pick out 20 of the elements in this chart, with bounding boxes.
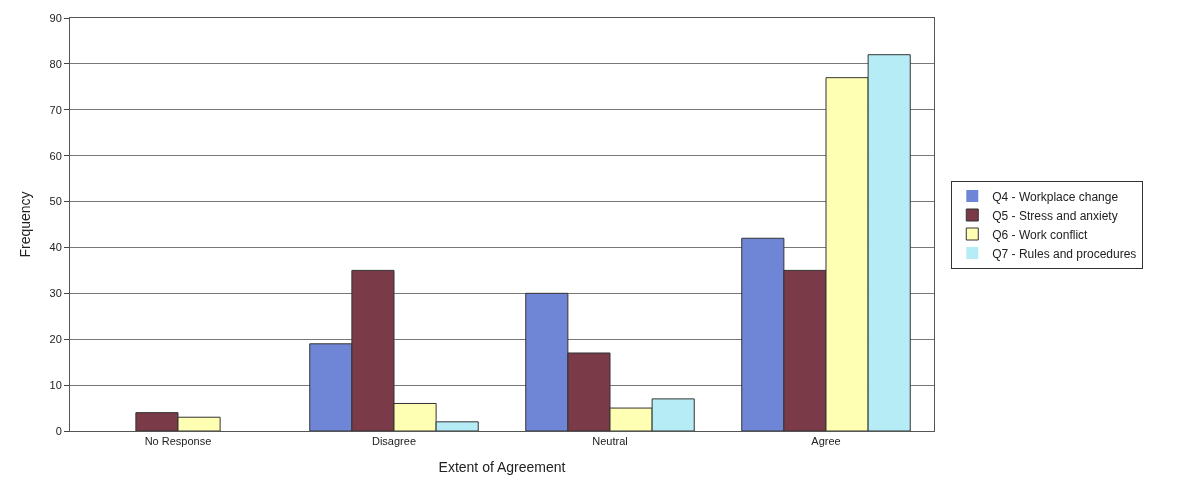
- x-tick-label: Disagree: [371, 435, 417, 448]
- legend-label: Q6 - Work conflict: [992, 227, 1089, 242]
- legend-label: Q7 - Rules and procedures: [992, 246, 1137, 261]
- x-tick-label: Neutral: [592, 435, 628, 448]
- y-tick-label: 0: [55, 424, 62, 437]
- y-tick-label: 20: [49, 333, 62, 346]
- y-tick-label: 10: [49, 378, 62, 391]
- y-tick-label: 40: [49, 241, 62, 254]
- y-tick-label: 60: [49, 149, 62, 162]
- legend-label: Q5 - Stress and anxiety: [992, 208, 1118, 223]
- x-axis-title: Extent of Agreement: [438, 458, 566, 475]
- y-tick-label: 90: [49, 11, 62, 24]
- y-tick-label: 50: [49, 195, 62, 208]
- y-tick-label: 30: [49, 287, 62, 300]
- x-tick-label: No Response: [144, 435, 212, 448]
- y-axis-title: Frequency: [17, 191, 34, 258]
- legend-label: Q4 - Workplace change: [992, 189, 1119, 204]
- y-tick-label: 70: [49, 103, 62, 116]
- y-tick-label: 80: [49, 57, 62, 70]
- x-tick-label: Agree: [811, 435, 841, 448]
